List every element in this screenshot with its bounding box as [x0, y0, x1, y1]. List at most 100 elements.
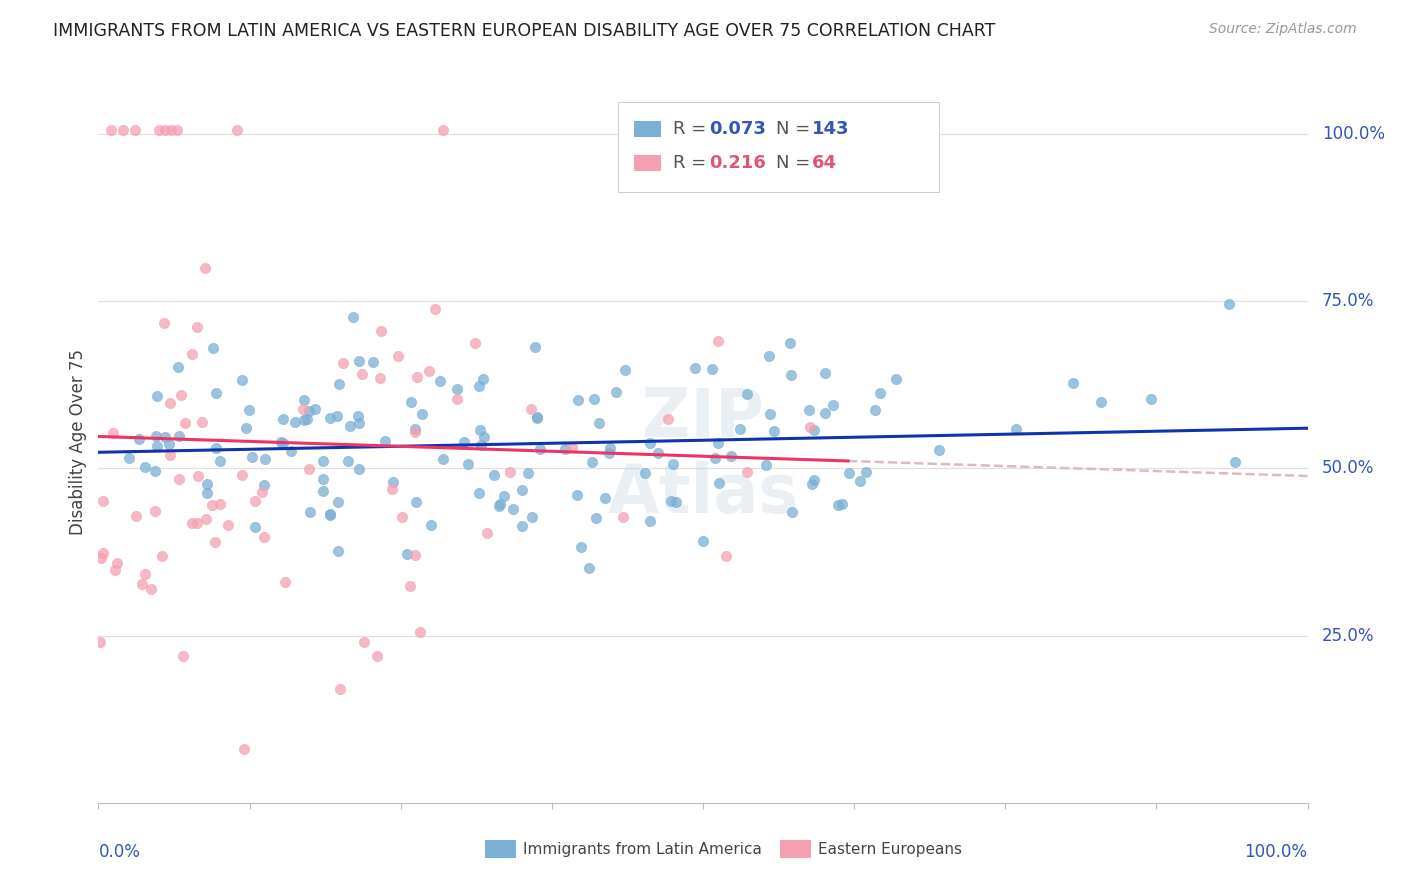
- Point: [326, 409, 349, 423]
- Point: [91, 493, 114, 508]
- Point: [662, 457, 685, 471]
- Point: [226, 123, 249, 137]
- Point: [499, 466, 522, 480]
- Point: [134, 567, 156, 582]
- Point: [201, 342, 224, 356]
- Point: [1090, 395, 1112, 409]
- Point: [311, 454, 333, 468]
- Point: [489, 497, 512, 511]
- Point: [1223, 455, 1246, 469]
- Point: [569, 541, 592, 555]
- Point: [172, 648, 194, 663]
- Point: [863, 402, 886, 417]
- Point: [319, 411, 342, 425]
- Point: [217, 517, 239, 532]
- Point: [205, 441, 228, 455]
- Point: [148, 123, 170, 137]
- Point: [208, 497, 231, 511]
- Point: [381, 483, 404, 497]
- Point: [470, 438, 492, 452]
- Point: [758, 408, 780, 422]
- Point: [526, 410, 548, 425]
- Point: [195, 512, 218, 526]
- Point: [457, 458, 479, 472]
- Point: [104, 563, 127, 577]
- Text: 0.073: 0.073: [709, 120, 766, 137]
- Point: [716, 549, 738, 563]
- Point: [1218, 297, 1240, 311]
- Text: 25.0%: 25.0%: [1322, 626, 1375, 645]
- Point: [638, 436, 661, 450]
- Point: [155, 430, 177, 444]
- Point: [884, 372, 907, 386]
- Point: [153, 316, 176, 330]
- Point: [585, 511, 607, 525]
- Point: [659, 494, 682, 508]
- Point: [304, 401, 326, 416]
- Point: [319, 508, 342, 522]
- Point: [381, 475, 404, 489]
- Point: [332, 355, 354, 369]
- Point: [167, 428, 190, 442]
- FancyBboxPatch shape: [634, 120, 661, 136]
- Point: [404, 425, 426, 440]
- Point: [779, 335, 801, 350]
- Point: [124, 509, 146, 524]
- Point: [477, 525, 499, 540]
- Point: [271, 412, 294, 426]
- Point: [799, 403, 821, 417]
- Point: [274, 574, 297, 589]
- Point: [187, 469, 209, 483]
- Point: [728, 422, 751, 436]
- Point: [312, 484, 335, 499]
- Point: [329, 681, 352, 696]
- Point: [737, 465, 759, 479]
- Point: [780, 505, 803, 519]
- Point: [146, 439, 169, 453]
- Point: [404, 422, 426, 436]
- Point: [446, 392, 468, 406]
- Point: [396, 547, 419, 561]
- Point: [837, 466, 859, 480]
- Point: [370, 324, 392, 338]
- Point: [928, 443, 950, 458]
- Point: [429, 374, 451, 388]
- Point: [254, 452, 277, 467]
- Point: [326, 544, 349, 558]
- Text: 64: 64: [811, 154, 837, 172]
- Point: [91, 546, 114, 560]
- Point: [328, 494, 350, 508]
- Point: [370, 371, 392, 385]
- Point: [131, 576, 153, 591]
- Point: [755, 458, 778, 472]
- Point: [398, 579, 420, 593]
- Point: [139, 582, 162, 597]
- Point: [510, 483, 533, 498]
- Point: [453, 434, 475, 449]
- Point: [150, 549, 173, 563]
- Point: [186, 516, 208, 531]
- Point: [869, 386, 891, 401]
- Point: [181, 347, 204, 361]
- Y-axis label: Disability Age Over 75: Disability Age Over 75: [69, 349, 87, 534]
- Point: [581, 455, 603, 469]
- Point: [418, 364, 440, 378]
- Point: [814, 406, 837, 420]
- Text: Source: ZipAtlas.com: Source: ZipAtlas.com: [1209, 22, 1357, 37]
- Point: [235, 421, 257, 435]
- Point: [374, 434, 396, 449]
- Text: 75.0%: 75.0%: [1322, 292, 1375, 310]
- Point: [488, 499, 510, 513]
- Point: [598, 446, 620, 460]
- Point: [471, 372, 494, 386]
- Point: [529, 442, 551, 456]
- Point: [312, 471, 335, 485]
- Point: [800, 477, 823, 491]
- Point: [105, 556, 128, 570]
- Point: [464, 335, 486, 350]
- Point: [232, 742, 254, 756]
- Text: 0.0%: 0.0%: [98, 843, 141, 861]
- Point: [243, 494, 266, 508]
- Text: R =: R =: [673, 154, 711, 172]
- Point: [190, 415, 212, 429]
